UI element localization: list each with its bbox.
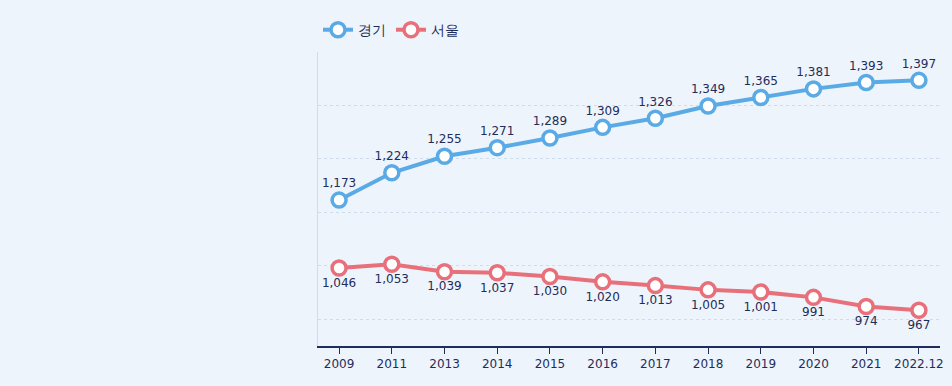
- svg-text:2011: 2011: [377, 357, 408, 371]
- svg-text:991: 991: [802, 305, 825, 319]
- svg-text:1,393: 1,393: [849, 59, 883, 73]
- svg-text:1,039: 1,039: [427, 279, 461, 293]
- svg-text:2009: 2009: [324, 357, 355, 371]
- svg-text:1,173: 1,173: [322, 176, 356, 190]
- svg-text:2020: 2020: [798, 357, 829, 371]
- svg-text:2019: 2019: [746, 357, 777, 371]
- svg-text:1,326: 1,326: [638, 95, 672, 109]
- svg-text:2022.12: 2022.12: [894, 357, 944, 371]
- svg-text:1,020: 1,020: [585, 290, 619, 304]
- svg-text:1,030: 1,030: [533, 284, 567, 298]
- svg-text:1,271: 1,271: [480, 124, 514, 138]
- svg-text:경기: 경기: [358, 22, 386, 38]
- svg-text:1,397: 1,397: [902, 57, 936, 71]
- svg-text:1,365: 1,365: [744, 74, 778, 88]
- svg-text:1,001: 1,001: [744, 300, 778, 314]
- svg-text:1,255: 1,255: [427, 132, 461, 146]
- svg-text:1,005: 1,005: [691, 298, 725, 312]
- svg-text:1,289: 1,289: [533, 114, 567, 128]
- svg-text:2018: 2018: [693, 357, 724, 371]
- svg-text:2017: 2017: [640, 357, 671, 371]
- svg-text:974: 974: [855, 314, 878, 328]
- svg-text:2013: 2013: [429, 357, 460, 371]
- svg-text:2021: 2021: [851, 357, 882, 371]
- svg-text:1,309: 1,309: [585, 104, 619, 118]
- svg-text:서울: 서울: [431, 22, 459, 38]
- svg-text:1,349: 1,349: [691, 82, 725, 96]
- svg-text:2014: 2014: [482, 357, 513, 371]
- svg-text:1,046: 1,046: [322, 276, 356, 290]
- svg-text:1,224: 1,224: [375, 149, 409, 163]
- svg-text:1,037: 1,037: [480, 281, 514, 295]
- svg-text:1,381: 1,381: [796, 65, 830, 79]
- svg-text:967: 967: [907, 318, 930, 332]
- svg-text:1,013: 1,013: [638, 293, 672, 307]
- svg-text:1,053: 1,053: [375, 272, 409, 286]
- svg-text:2016: 2016: [587, 357, 618, 371]
- svg-text:2015: 2015: [535, 357, 566, 371]
